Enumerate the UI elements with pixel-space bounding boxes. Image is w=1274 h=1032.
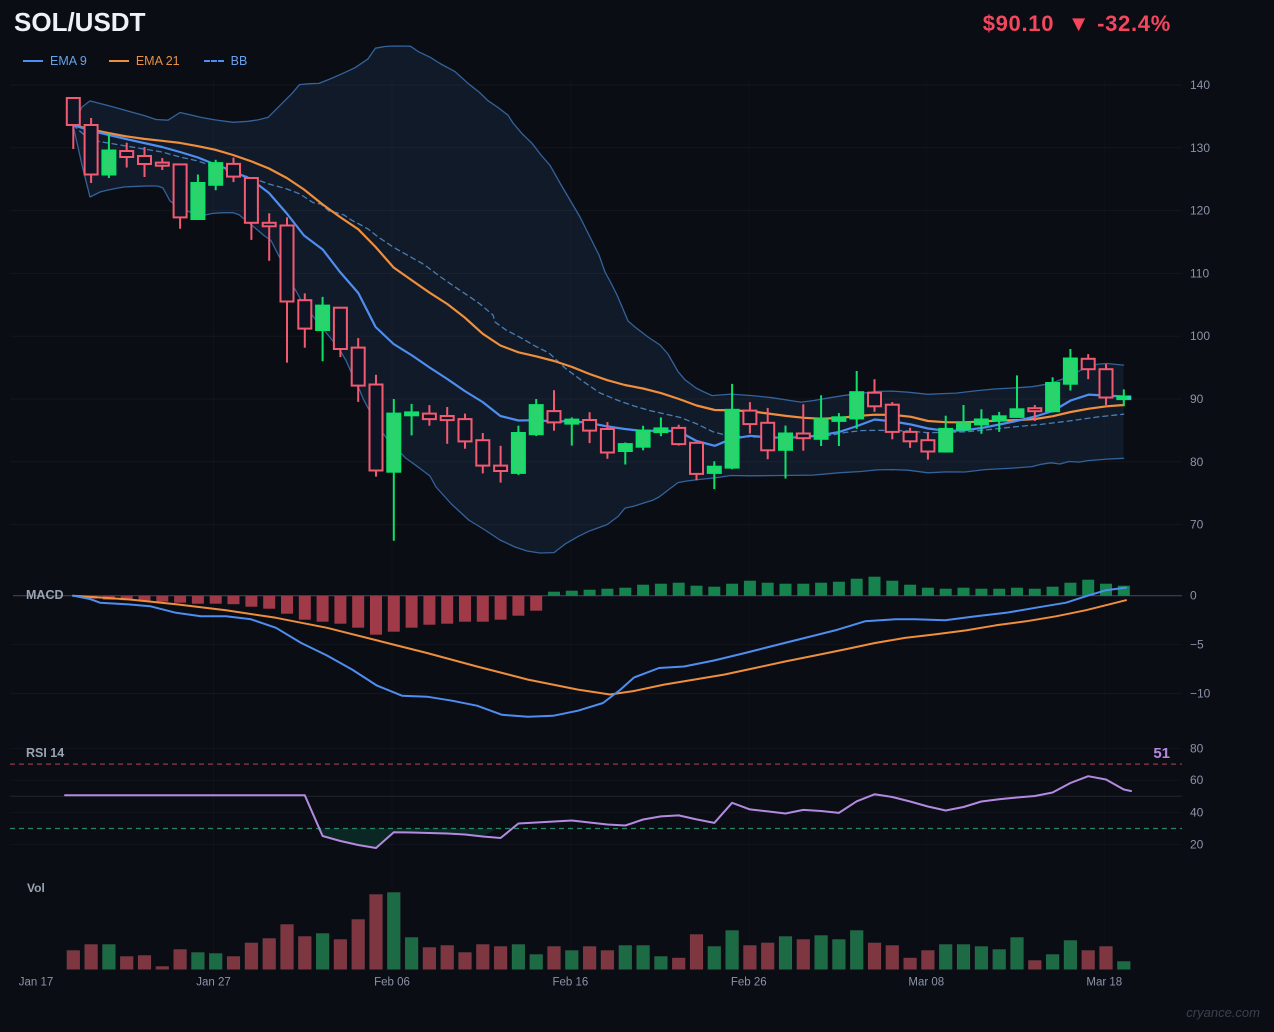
svg-text:40: 40: [1190, 805, 1204, 819]
svg-text:Mar 08: Mar 08: [908, 977, 944, 989]
svg-text:Feb 06: Feb 06: [374, 977, 410, 989]
svg-text:cryance.com: cryance.com: [1186, 1005, 1260, 1020]
svg-text:140: 140: [1190, 78, 1210, 92]
svg-text:0: 0: [1190, 589, 1197, 603]
svg-text:Vol: Vol: [27, 881, 45, 895]
svg-text:130: 130: [1190, 141, 1210, 155]
svg-text:51: 51: [1153, 745, 1170, 762]
svg-text:Jan 27: Jan 27: [196, 977, 231, 989]
svg-text:80: 80: [1190, 455, 1204, 469]
svg-text:110: 110: [1190, 266, 1209, 280]
svg-text:RSI 14: RSI 14: [26, 746, 64, 760]
svg-text:−5: −5: [1190, 638, 1204, 652]
svg-text:100: 100: [1190, 329, 1210, 343]
svg-text:Jan 17: Jan 17: [19, 977, 54, 989]
svg-text:−10: −10: [1190, 687, 1211, 701]
svg-text:90: 90: [1190, 392, 1204, 406]
svg-text:120: 120: [1190, 204, 1210, 218]
svg-text:60: 60: [1190, 773, 1204, 787]
svg-text:Feb 26: Feb 26: [731, 977, 767, 989]
svg-text:Feb 16: Feb 16: [552, 977, 588, 989]
svg-text:20: 20: [1190, 838, 1204, 852]
svg-text:70: 70: [1190, 518, 1204, 532]
svg-text:Mar 18: Mar 18: [1086, 977, 1122, 989]
svg-text:MACD: MACD: [26, 588, 64, 602]
svg-text:80: 80: [1190, 741, 1204, 755]
